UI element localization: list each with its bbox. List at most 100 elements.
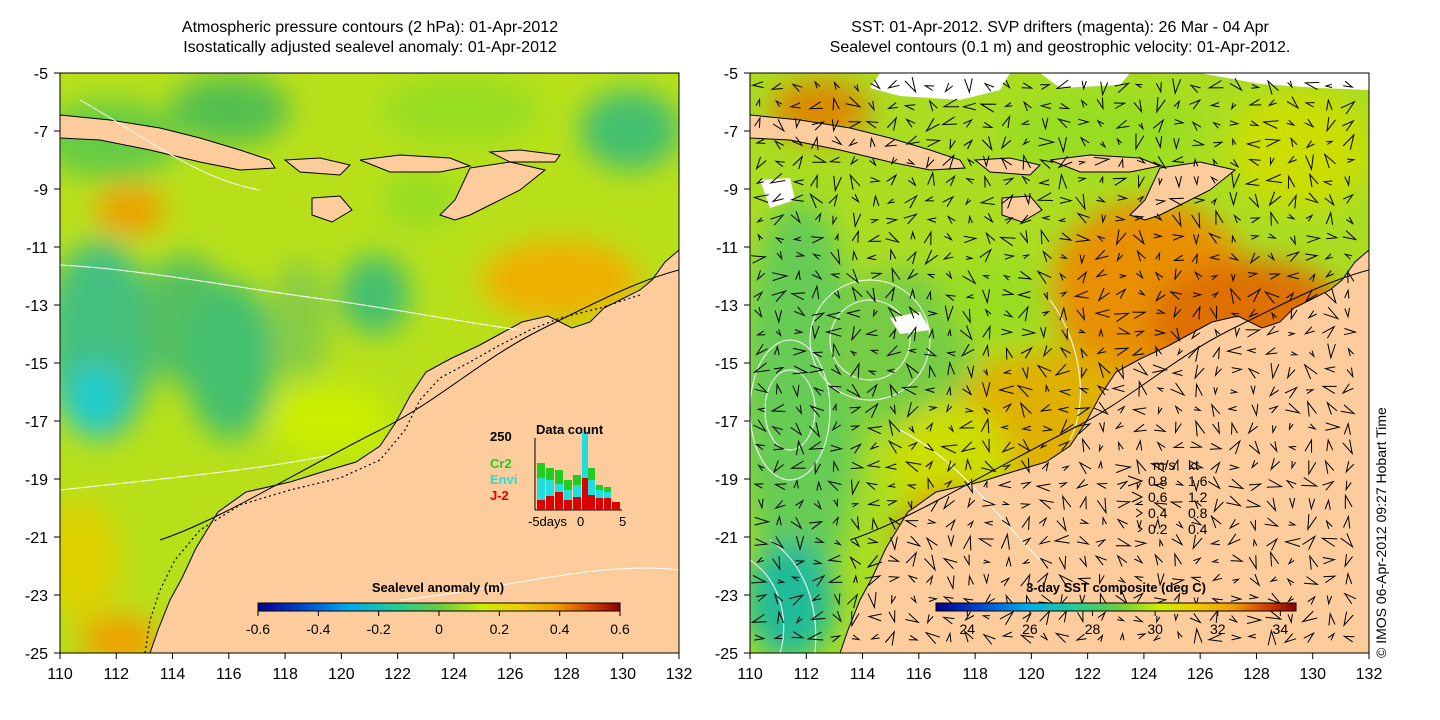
velocity-arrow	[904, 194, 918, 209]
velocity-arrow	[1019, 230, 1029, 244]
velocity-arrow	[756, 217, 764, 223]
velocity-arrow	[1261, 120, 1279, 129]
velocity-arrow	[848, 121, 863, 129]
velocity-arrow	[1001, 193, 1014, 209]
colorbar-tick-label: 34	[1273, 621, 1289, 637]
velocity-arrow	[833, 498, 838, 508]
velocity-arrow	[1170, 327, 1181, 343]
velocity-arrow	[1285, 402, 1301, 414]
velocity-arrow	[1343, 328, 1358, 336]
velocity-arrow	[1266, 537, 1279, 551]
velocity-arrow	[1248, 483, 1263, 492]
velocity-arrow	[864, 402, 879, 419]
velocity-arrow	[1228, 253, 1240, 262]
velocity-arrow	[926, 139, 942, 148]
velocity-arrow	[1056, 118, 1071, 129]
velocity-arrow	[1286, 366, 1296, 380]
inset-title: Data count	[536, 422, 604, 437]
velocity-arrow	[926, 217, 937, 223]
velocity-arrow	[1095, 269, 1107, 278]
velocity-arrow	[757, 233, 763, 241]
velocity-arrow	[868, 100, 875, 112]
velocity-arrow	[1214, 366, 1222, 377]
velocity-arrow	[851, 479, 860, 496]
velocity-arrow	[890, 248, 897, 261]
velocity-legend-ms-4: 0.2	[1148, 521, 1168, 537]
velocity-arrow	[946, 351, 956, 357]
velocity-legend: m/s kt 0.8 1.6 0.6 1.2 0.4 0.8 0.2 0.4	[1127, 457, 1208, 537]
velocity-arrow	[1136, 458, 1147, 474]
x-tick-label: 114	[160, 666, 186, 683]
velocity-arrow	[1324, 459, 1335, 474]
velocity-arrow	[869, 442, 879, 450]
velocity-arrow	[845, 309, 861, 318]
velocity-arrow	[924, 554, 936, 572]
velocity-arrow	[1137, 633, 1147, 640]
velocity-arrow	[984, 212, 994, 224]
velocity-arrow	[1174, 404, 1183, 414]
velocity-arrow	[1026, 594, 1031, 604]
velocity-arrow	[809, 364, 825, 374]
velocity-arrow	[1097, 288, 1110, 302]
velocity-arrow	[754, 516, 771, 526]
velocity-arrow	[1053, 534, 1070, 544]
velocity-arrow	[961, 102, 976, 111]
velocity-arrow	[1075, 479, 1089, 490]
velocity-arrow	[791, 83, 803, 92]
australia-land	[149, 249, 679, 653]
velocity-arrow	[926, 574, 934, 585]
x-tick-label: 116	[906, 666, 932, 683]
velocity-arrow	[790, 194, 804, 202]
velocity-arrow	[811, 312, 826, 322]
velocity-arrow	[1264, 517, 1280, 527]
velocity-arrow	[1247, 272, 1259, 278]
velocity-arrow	[789, 594, 805, 606]
velocity-arrow	[904, 76, 917, 94]
velocity-arrow	[923, 230, 932, 246]
velocity-arrow	[890, 594, 897, 605]
velocity-arrow	[1136, 520, 1142, 530]
y-tick-label: -7	[34, 124, 48, 141]
velocity-arrow	[910, 230, 916, 240]
velocity-arrow	[1057, 155, 1073, 169]
velocity-arrow	[1301, 610, 1318, 623]
velocity-arrow	[1251, 83, 1261, 89]
velocity-arrow	[1324, 498, 1331, 510]
velocity-arrow	[925, 421, 934, 432]
velocity-arrow	[1042, 250, 1052, 262]
velocity-arrow	[1283, 633, 1297, 644]
velocity-arrow	[924, 196, 934, 202]
velocity-arrow	[1132, 311, 1147, 319]
velocity-arrow	[866, 499, 881, 507]
velocity-arrow	[908, 425, 915, 434]
velocity-arrow	[1340, 404, 1356, 415]
copyright-label: © IMOS 06-Apr-2012 09:27 Hobart Time	[1373, 407, 1389, 658]
velocity-arrow	[884, 463, 897, 470]
velocity-arrow	[1036, 270, 1052, 284]
velocity-legend-kt-1: 1.6	[1188, 473, 1208, 489]
velocity-arrow	[1210, 403, 1221, 417]
velocity-arrow	[1284, 386, 1299, 399]
velocity-arrow	[865, 120, 879, 129]
x-tick-label: 132	[1356, 666, 1383, 683]
velocity-arrow	[1003, 310, 1014, 318]
right-islands	[750, 114, 1237, 223]
data-count-inset: Data count 250 -5days 0 5 Cr2 Envi J-2	[490, 422, 626, 529]
right-depth-contour	[849, 269, 1369, 541]
velocity-arrow	[1248, 309, 1259, 318]
velocity-arrow	[1246, 348, 1257, 354]
velocity-arrow	[772, 460, 784, 474]
velocity-arrow	[850, 461, 865, 470]
velocity-arrow	[962, 385, 973, 396]
velocity-arrow	[886, 198, 895, 204]
velocity-arrow	[1309, 350, 1315, 358]
velocity-arrow	[998, 236, 1016, 247]
y-tick-label: -11	[26, 240, 48, 257]
velocity-arrow	[1172, 441, 1185, 449]
velocity-arrow	[925, 536, 938, 551]
velocity-arrow	[1097, 633, 1104, 643]
velocity-arrow	[851, 537, 861, 548]
velocity-arrow	[904, 461, 922, 473]
velocity-arrow	[772, 556, 781, 571]
velocity-arrow	[1194, 197, 1206, 204]
